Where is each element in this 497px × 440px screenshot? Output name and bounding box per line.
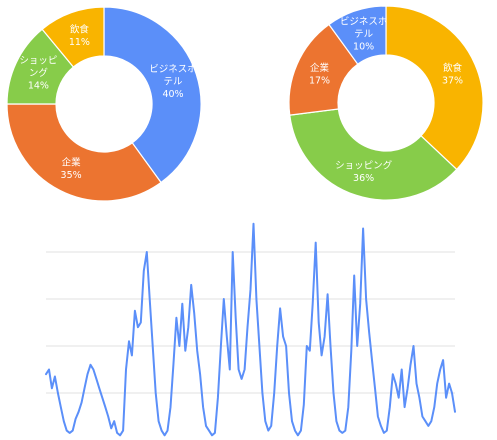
- donut-1-slice-0: [103, 6, 202, 184]
- donut-2-slice-0-label: 飲食 37%: [442, 62, 463, 87]
- donut-1-slice-1: [6, 103, 162, 202]
- donut-1-slice-3-label: 飲食 11%: [69, 23, 90, 48]
- donut-2-slice-2-label: 企業 17%: [309, 62, 330, 87]
- donut-2-slice-3: [328, 5, 387, 66]
- donut-1-slice-2-label: ショッピング 14%: [19, 55, 57, 91]
- line-series-0: [45, 222, 456, 437]
- donut-2-slice-0: [385, 5, 484, 171]
- donut-1-slice-0-label: ビジネスホテル 40%: [149, 64, 197, 100]
- donut-2-slice-1-label: ショッピング 36%: [335, 159, 393, 184]
- donut-2-slice-1: [289, 108, 458, 201]
- donut-2-slice-3-label: ビジネスホテル 10%: [340, 16, 388, 52]
- donut-1-slice-1-label: 企業 35%: [61, 156, 82, 181]
- donut-1-slice-3: [41, 6, 105, 68]
